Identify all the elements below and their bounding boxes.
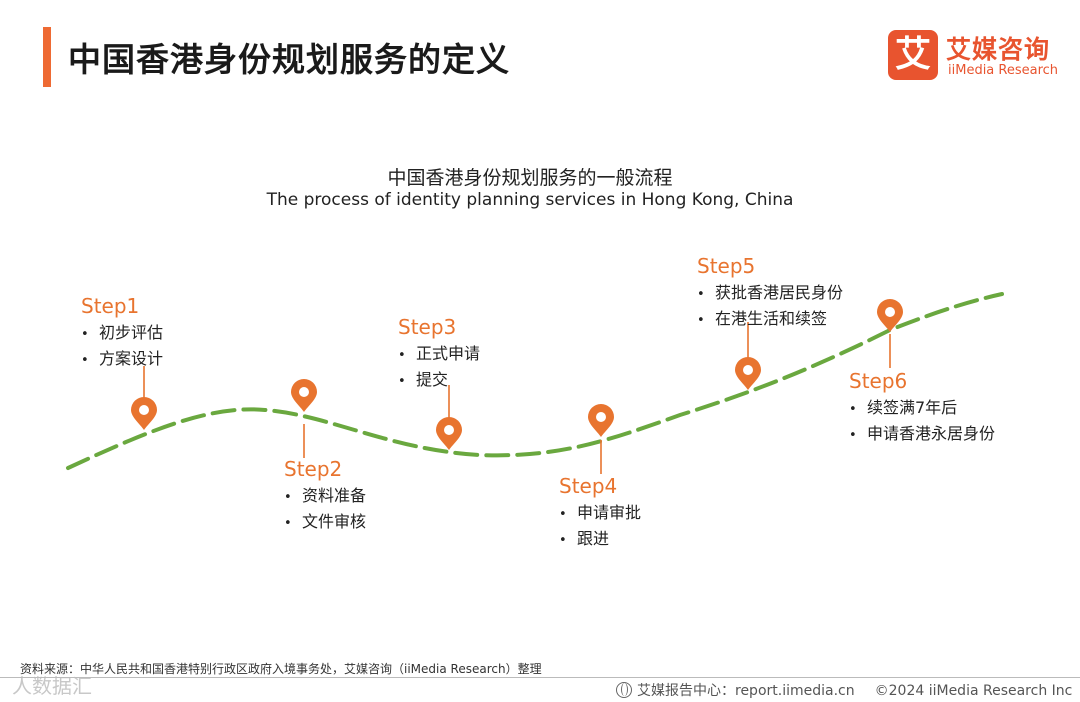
step-items: 正式申请 提交 — [398, 342, 480, 394]
step-4: Step4 申请审批 跟进 — [559, 474, 641, 553]
footer-divider — [0, 677, 1080, 678]
source-note: 资料来源：中华人民共和国香港特别行政区政府入境事务处，艾媒咨询（iiMedia … — [20, 662, 542, 676]
step-item: 文件审核 — [284, 510, 366, 536]
step-6: Step6 续签满7年后 申请香港永居身份 — [849, 369, 995, 448]
step-label: Step1 — [81, 294, 140, 318]
brand-name-en: iiMedia Research — [948, 63, 1059, 78]
title-accent-bar — [43, 27, 51, 87]
step-item: 方案设计 — [81, 347, 163, 373]
step-item: 续签满7年后 — [849, 396, 995, 422]
brand-name-cn: 艾媒咨询 — [946, 35, 1051, 64]
step-2: Step2 资料准备 文件审核 — [284, 457, 366, 536]
step-items: 获批香港居民身份 在港生活和续签 — [697, 281, 843, 333]
step-label: Step3 — [398, 315, 457, 339]
step-item: 提交 — [398, 368, 480, 394]
brand-logo: 艾 艾媒咨询 iiMedia Research — [888, 30, 1068, 82]
step-label: Step5 — [697, 254, 756, 278]
location-pin-icon — [131, 397, 157, 430]
copyright: ©2024 iiMedia Research Inc — [874, 683, 1073, 699]
step-items: 初步评估 方案设计 — [81, 321, 163, 373]
location-pin-icon — [436, 417, 462, 450]
watermark: 人数据汇 — [12, 674, 92, 698]
step-item: 申请审批 — [559, 501, 641, 527]
step-items: 续签满7年后 申请香港永居身份 — [849, 396, 995, 448]
step-1: Step1 初步评估 方案设计 — [81, 294, 163, 373]
location-pin-icon — [735, 357, 761, 390]
step-item: 获批香港居民身份 — [697, 281, 843, 307]
globe-icon — [616, 682, 632, 698]
step-item: 资料准备 — [284, 484, 366, 510]
step-label: Step2 — [284, 457, 343, 481]
page-title: 中国香港身份规划服务的定义 — [68, 40, 510, 79]
step-3: Step3 正式申请 提交 — [398, 315, 480, 394]
diagram-title-en: The process of identity planning service… — [266, 190, 794, 210]
step-item: 跟进 — [559, 527, 641, 553]
step-item: 申请香港永居身份 — [849, 422, 995, 448]
diagram-title-cn: 中国香港身份规划服务的一般流程 — [387, 167, 673, 189]
location-pin-icon — [588, 404, 614, 437]
location-pin-icon — [877, 299, 903, 332]
footer: 艾媒报告中心：report.iimedia.cn ©2024 iiMedia Re… — [616, 680, 1072, 700]
step-item: 初步评估 — [81, 321, 163, 347]
step-items: 资料准备 文件审核 — [284, 484, 366, 536]
step-5: Step5 获批香港居民身份 在港生活和续签 — [697, 254, 843, 333]
location-pin-icon — [291, 379, 317, 412]
step-item: 在港生活和续签 — [697, 307, 843, 333]
brand-mark-icon: 艾 — [888, 30, 938, 80]
step-items: 申请审批 跟进 — [559, 501, 641, 553]
step-label: Step4 — [559, 474, 618, 498]
step-label: Step6 — [849, 369, 908, 393]
report-center-link[interactable]: 艾媒报告中心：report.iimedia.cn — [637, 683, 855, 699]
step-item: 正式申请 — [398, 342, 480, 368]
